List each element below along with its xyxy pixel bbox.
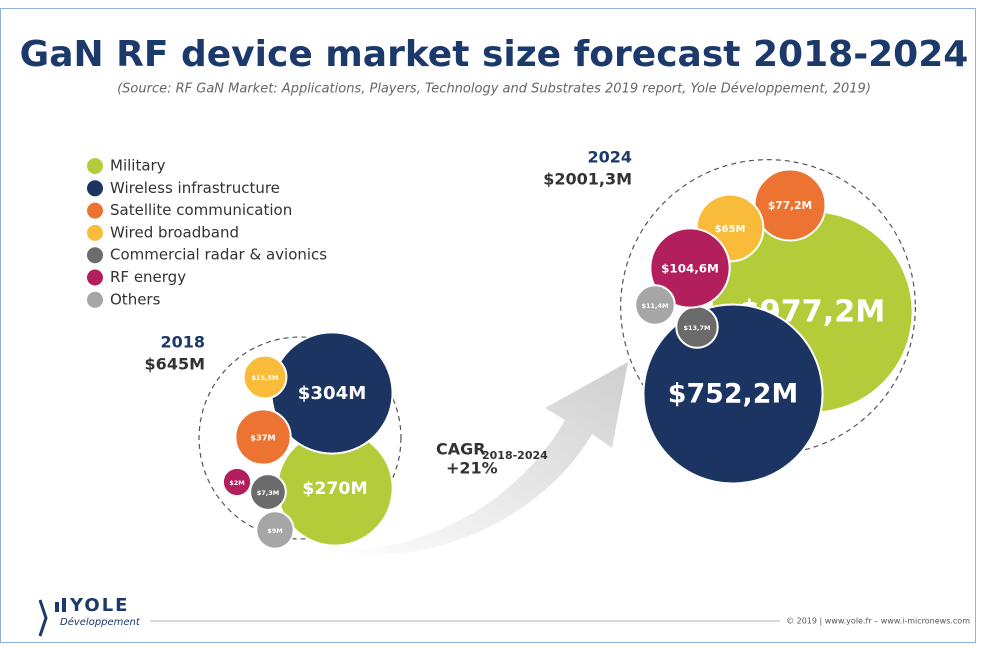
bubble-label: $13,7M [683, 324, 710, 332]
bubble [642, 303, 824, 485]
bubble [242, 354, 288, 400]
logo-tagline: Développement [60, 616, 141, 628]
year-label: 2018 [160, 333, 205, 352]
bubble-label: $77,2M [768, 199, 812, 212]
logo-mark [38, 599, 48, 637]
legend-label: Wired broadband [110, 223, 239, 241]
legend-swatch [87, 180, 103, 197]
legend-swatch [87, 291, 103, 308]
bubble-label: $9M [267, 527, 283, 535]
total-label: $2001,3M [543, 170, 632, 189]
cagr-annotation: CAGR 2018-2024 +21% [436, 440, 548, 478]
legend-swatch [87, 247, 103, 264]
legend-swatch [87, 269, 103, 286]
year-label: 2024 [587, 148, 632, 167]
bubble-label: $2M [229, 479, 245, 487]
subtitle: (Source: RF GaN Market: Applications, Pl… [117, 82, 871, 97]
bubble-label: $304M [298, 383, 367, 404]
bubble-label: $7,3M [257, 489, 280, 497]
bubble-label: $752,2M [668, 379, 798, 410]
logo-bar [55, 602, 59, 612]
legend-swatch [87, 224, 103, 241]
bubble-label: $270M [302, 479, 367, 499]
total-ring [198, 336, 402, 540]
bubble [234, 408, 292, 466]
footer: © 2019 | www.yole.fr – www.i-micronews.c… [786, 617, 970, 626]
legend-label: Satellite communication [110, 201, 292, 219]
bubble [255, 510, 295, 550]
legend-label: Military [110, 157, 166, 175]
cagr-value: +21% [446, 459, 498, 478]
title: GaN RF device market size forecast 2018-… [20, 34, 969, 75]
logo: YOLE Développement [38, 595, 141, 637]
legend-swatch [87, 158, 103, 174]
bubble [634, 284, 676, 326]
legend-swatch [87, 202, 103, 219]
bubble [221, 466, 253, 498]
legend-label: Commercial radar & avionics [110, 246, 327, 264]
bubble-label: $37M [250, 433, 276, 443]
bubble-label: $104,6M [661, 262, 719, 276]
bubble-label: $65M [715, 224, 746, 235]
growth-arrow [320, 362, 628, 555]
frame [0, 8, 976, 643]
legend-label: RF energy [110, 268, 186, 286]
legend-label: Wireless infrastructure [110, 179, 280, 197]
cagr-label: CAGR [436, 440, 486, 459]
logo-bar [62, 598, 66, 612]
legend-label: Others [110, 290, 161, 308]
total-label: $645M [145, 355, 205, 374]
cagr-period: 2018-2024 [482, 449, 548, 462]
bubble-label: $15,5M [251, 374, 278, 382]
bubble-label: $11,4M [641, 302, 668, 310]
logo-name: YOLE [69, 595, 129, 616]
bubble [249, 473, 287, 511]
bubble [649, 227, 731, 309]
total-ring [620, 159, 916, 455]
